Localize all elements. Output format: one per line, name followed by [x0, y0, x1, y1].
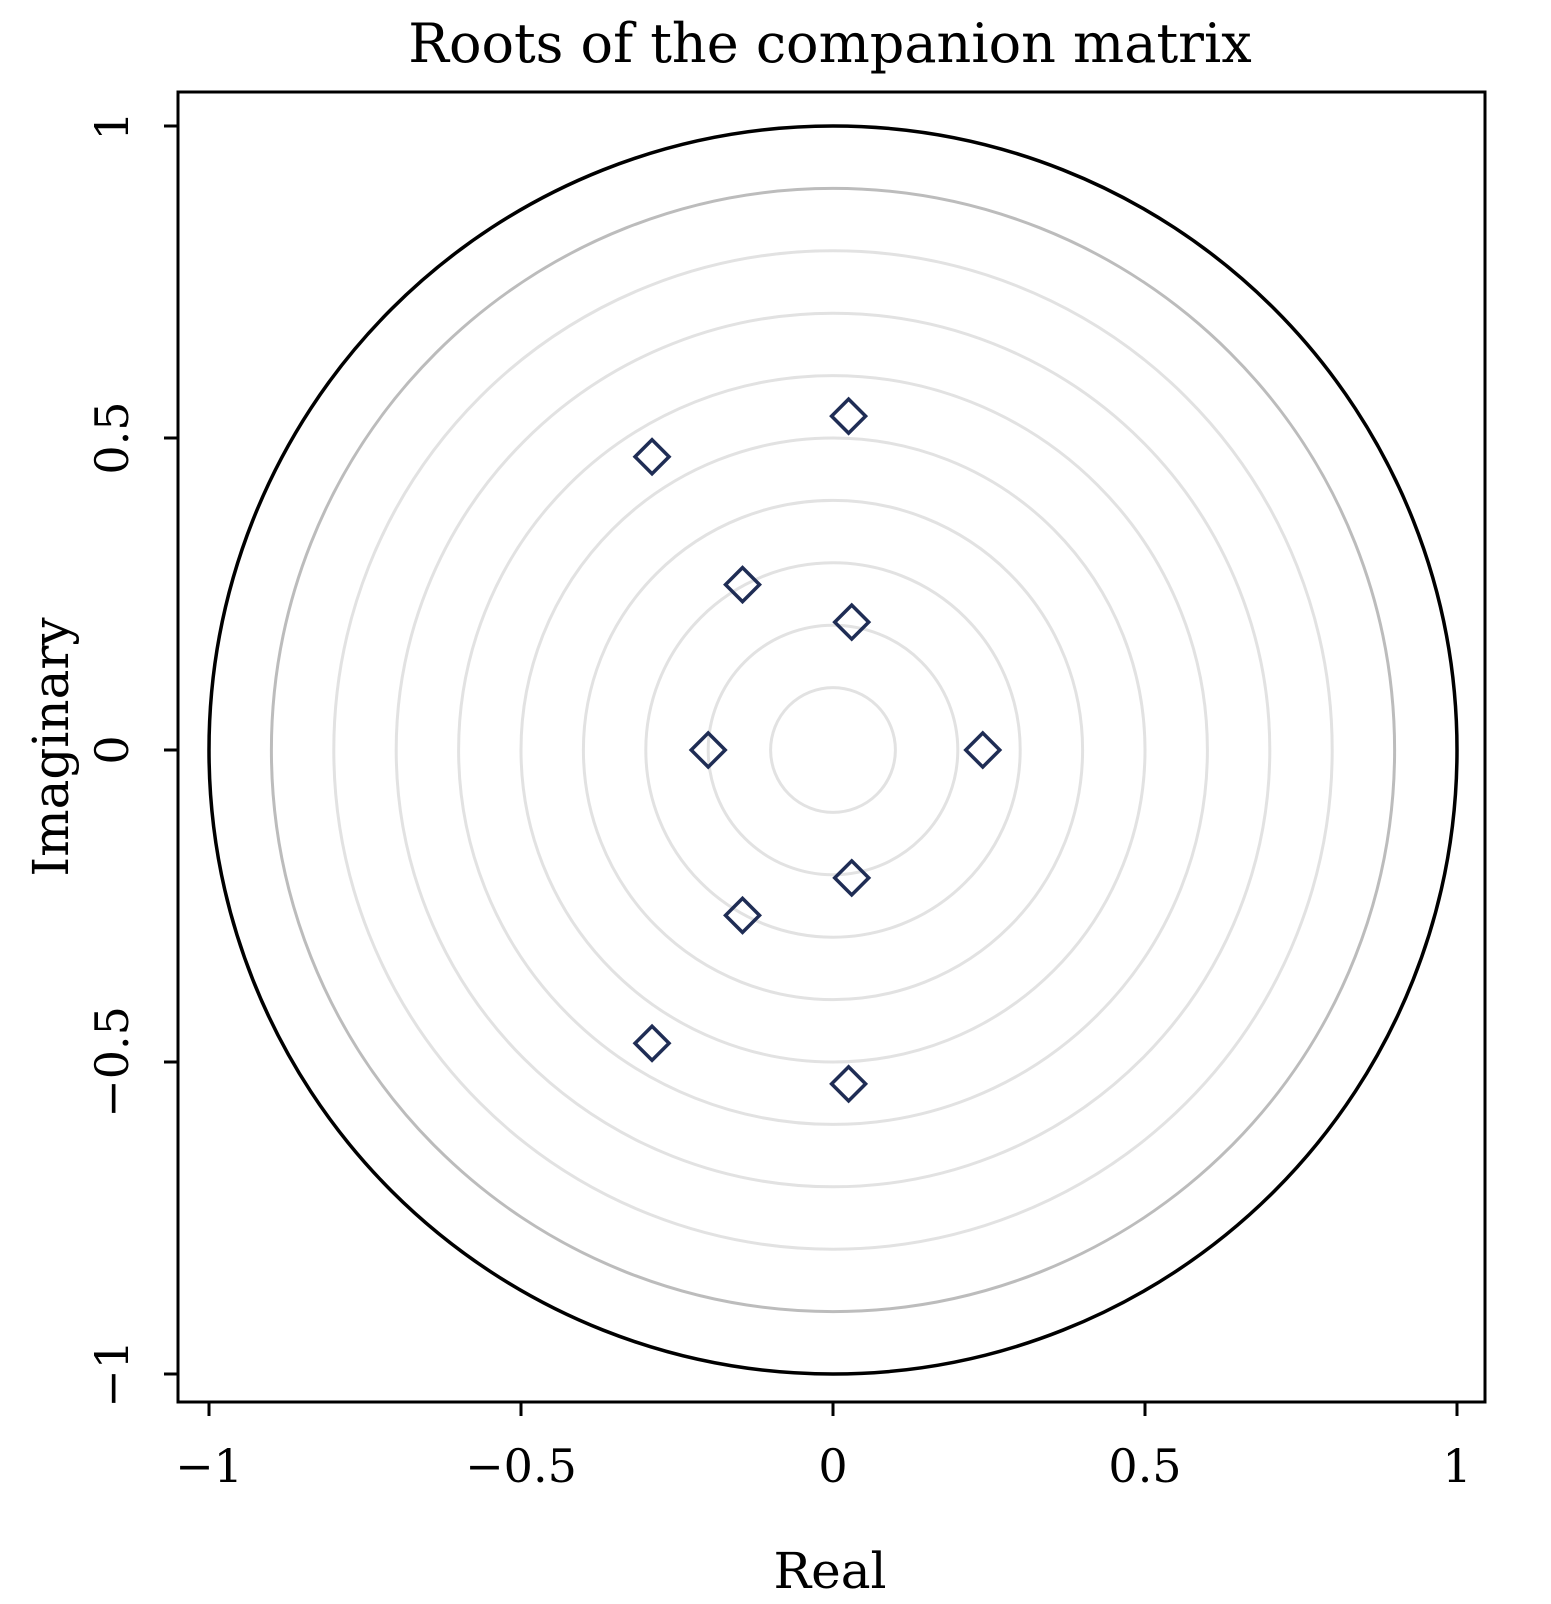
circles-layer	[207, 124, 1459, 1376]
concentric-circle-2	[706, 623, 960, 877]
root-point-8	[723, 895, 762, 935]
x-axis: −1 −0.5 0 0.5 1	[175, 1402, 1472, 1493]
concentric-circle-7	[394, 311, 1272, 1189]
root-point-1	[829, 396, 869, 436]
x-axis-label: Real	[773, 1542, 886, 1600]
unit-circle	[207, 124, 1459, 1376]
y-tick-label-3: 0	[85, 735, 139, 764]
concentric-circle-3	[644, 561, 1022, 939]
x-tick-label-1: −1	[175, 1439, 243, 1493]
root-point-7	[832, 858, 872, 898]
root-point-3	[723, 565, 762, 605]
x-tick-label-2: −0.5	[465, 1439, 577, 1493]
y-axis: −1 −0.5 0 0.5 1	[85, 111, 178, 1408]
plot-frame	[176, 90, 1487, 1404]
x-tick-label-3: 0	[818, 1439, 847, 1493]
root-point-6	[963, 730, 1003, 770]
y-tick-label-1: −1	[85, 1340, 139, 1408]
concentric-circle-8	[332, 249, 1334, 1251]
root-point-10	[829, 1064, 869, 1104]
root-point-5	[688, 730, 728, 770]
x-tick-label-4: 0.5	[1108, 1439, 1181, 1493]
concentric-circle-1	[769, 686, 897, 814]
y-tick-label-4: 0.5	[85, 401, 139, 474]
root-point-9	[632, 1023, 672, 1063]
concentric-circle-6	[457, 374, 1209, 1126]
x-tick-label-5: 1	[1442, 1439, 1471, 1493]
chart-title: Roots of the companion matrix	[408, 12, 1251, 75]
concentric-circle-4	[581, 498, 1085, 1002]
points-layer	[632, 396, 1003, 1104]
y-tick-label-5: 1	[85, 111, 139, 140]
y-axis-label: Imaginary	[22, 617, 80, 877]
root-point-4	[832, 602, 872, 642]
y-tick-label-2: −0.5	[85, 1006, 139, 1118]
reference-circle	[269, 186, 1397, 1314]
concentric-circle-5	[519, 436, 1147, 1064]
root-point-2	[632, 437, 672, 477]
